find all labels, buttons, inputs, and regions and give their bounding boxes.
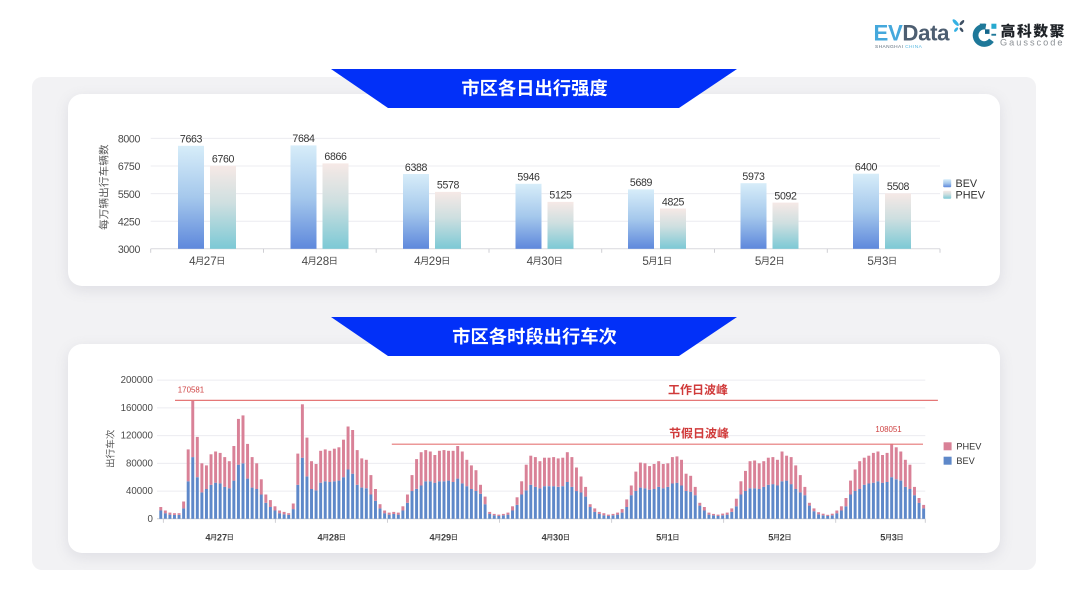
svg-text:6760: 6760 <box>212 154 235 166</box>
svg-text:120000: 120000 <box>121 431 154 442</box>
svg-text:4: 4 <box>542 532 548 542</box>
svg-text:5: 5 <box>880 532 885 542</box>
svg-text:108051: 108051 <box>875 425 901 434</box>
svg-text:BEV: BEV <box>956 456 975 466</box>
svg-text:4: 4 <box>189 255 196 268</box>
svg-text:29: 29 <box>441 532 451 542</box>
svg-text:28: 28 <box>316 255 329 268</box>
svg-text:SHANGHAI CHINA: SHANGHAI CHINA <box>875 44 923 50</box>
svg-text:1: 1 <box>657 255 663 268</box>
svg-text:4: 4 <box>317 532 323 542</box>
svg-text:170581: 170581 <box>178 386 204 395</box>
svg-text:6750: 6750 <box>118 161 141 173</box>
svg-text:4: 4 <box>302 255 309 268</box>
svg-text:BEV: BEV <box>956 178 978 190</box>
svg-text:30: 30 <box>553 532 563 542</box>
svg-text:6388: 6388 <box>405 162 428 174</box>
svg-text:EVData: EVData <box>874 21 951 46</box>
svg-text:30: 30 <box>541 255 554 268</box>
svg-text:5: 5 <box>867 255 873 268</box>
svg-text:5125: 5125 <box>549 190 572 202</box>
svg-text:27: 27 <box>204 255 217 268</box>
svg-text:5: 5 <box>656 532 661 542</box>
svg-text:5500: 5500 <box>118 189 141 201</box>
svg-text:2: 2 <box>770 255 776 268</box>
svg-text:4825: 4825 <box>662 196 685 208</box>
svg-text:2: 2 <box>780 532 785 542</box>
svg-text:0: 0 <box>148 514 154 525</box>
svg-text:5: 5 <box>768 532 773 542</box>
svg-text:5946: 5946 <box>517 172 540 184</box>
svg-text:200000: 200000 <box>121 375 154 386</box>
svg-text:PHEV: PHEV <box>956 190 986 202</box>
svg-text:5: 5 <box>642 255 648 268</box>
svg-text:4: 4 <box>430 532 436 542</box>
svg-text:7684: 7684 <box>292 133 315 145</box>
svg-text:160000: 160000 <box>121 403 154 414</box>
svg-text:5689: 5689 <box>630 177 653 189</box>
svg-text:3000: 3000 <box>118 244 141 256</box>
svg-text:5578: 5578 <box>437 180 460 192</box>
svg-text:5973: 5973 <box>742 171 765 183</box>
svg-text:80000: 80000 <box>126 459 154 470</box>
svg-text:5508: 5508 <box>887 181 910 193</box>
svg-text:5: 5 <box>755 255 761 268</box>
svg-text:27: 27 <box>217 532 227 542</box>
svg-text:4: 4 <box>527 255 534 268</box>
svg-text:3: 3 <box>892 532 897 542</box>
svg-text:1: 1 <box>668 532 673 542</box>
svg-text:PHEV: PHEV <box>956 442 982 452</box>
svg-text:3: 3 <box>882 255 888 268</box>
svg-text:40000: 40000 <box>126 486 154 497</box>
svg-text:29: 29 <box>429 255 442 268</box>
svg-text:28: 28 <box>329 532 339 542</box>
svg-text:7663: 7663 <box>180 134 203 146</box>
svg-text:6866: 6866 <box>324 151 347 163</box>
svg-text:4: 4 <box>414 255 421 268</box>
svg-text:Gausscode: Gausscode <box>1000 38 1064 48</box>
svg-text:5092: 5092 <box>774 190 797 202</box>
svg-text:4250: 4250 <box>118 216 141 228</box>
svg-text:6400: 6400 <box>855 162 878 174</box>
svg-text:8000: 8000 <box>118 134 141 146</box>
svg-text:4: 4 <box>205 532 211 542</box>
